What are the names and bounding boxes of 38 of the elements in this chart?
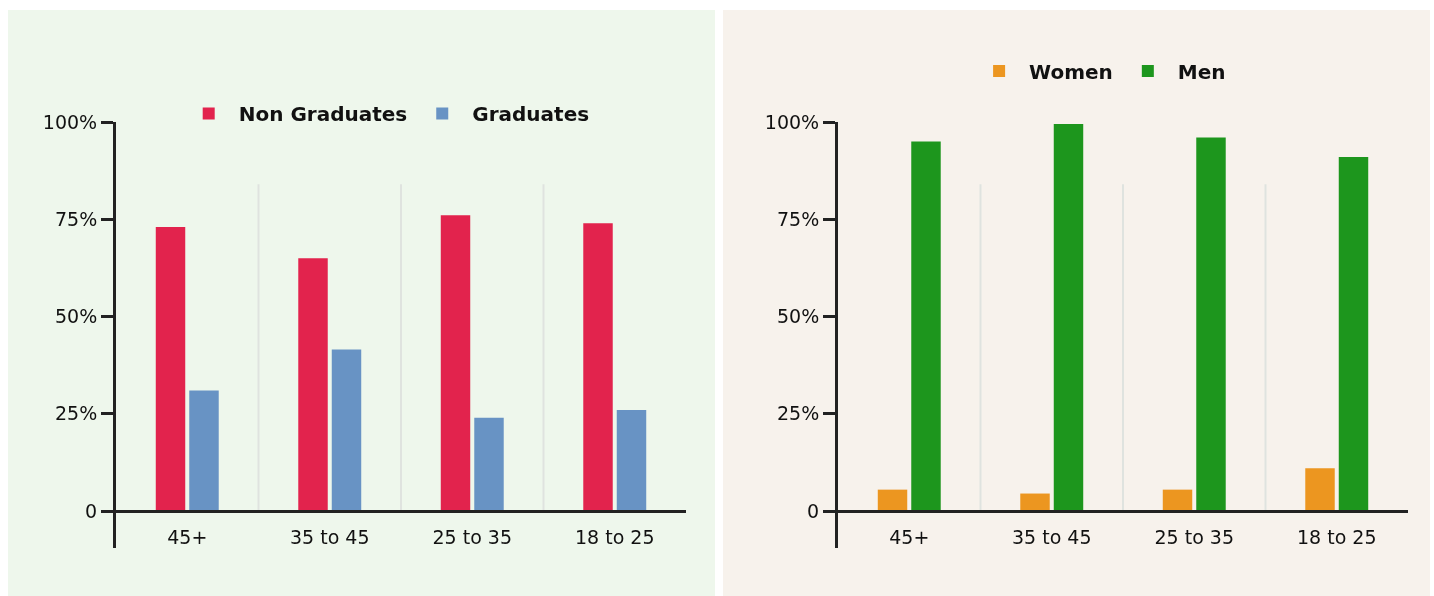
x-tick-label: 45+ (889, 525, 930, 548)
y-tick-label: 0 (85, 499, 98, 522)
bar (583, 223, 613, 512)
x-tick-label: 18 to 25 (574, 525, 655, 548)
x-tick-label: 25 to 35 (432, 525, 513, 548)
x-tick-label: 35 to 45 (289, 525, 370, 548)
bar (474, 417, 504, 512)
y-tick-label: 50% (54, 305, 98, 328)
bar (1338, 157, 1369, 512)
legend-label: Non Graduates (238, 102, 408, 127)
x-tick-label: 45+ (167, 525, 208, 548)
y-tick-label: 100% (42, 110, 98, 133)
bar (877, 489, 908, 512)
bar (1162, 489, 1193, 512)
y-tick-label: 75% (54, 207, 98, 230)
bar (440, 215, 471, 512)
legend-label: Graduates (472, 102, 590, 127)
y-tick-label: 0 (807, 499, 820, 522)
y-tick-label: 75% (776, 207, 820, 230)
x-tick-label: 25 to 35 (1154, 525, 1235, 548)
y-tick-label: 50% (776, 305, 820, 328)
bar (155, 227, 186, 512)
y-tick-label: 25% (776, 402, 820, 425)
bar (1305, 468, 1335, 512)
legend-label: Women (1029, 59, 1113, 84)
bar (189, 390, 219, 512)
bar (616, 409, 647, 512)
bar (1196, 137, 1226, 512)
legend-label: Men (1177, 59, 1226, 84)
bar (1020, 493, 1050, 512)
x-tick-label: 35 to 45 (1011, 525, 1092, 548)
bar (331, 349, 362, 512)
bar (1053, 123, 1084, 512)
y-tick-label: 100% (764, 110, 820, 133)
bar (911, 141, 941, 512)
bar (298, 258, 328, 512)
y-tick-label: 25% (54, 402, 98, 425)
x-tick-label: 18 to 25 (1296, 525, 1377, 548)
